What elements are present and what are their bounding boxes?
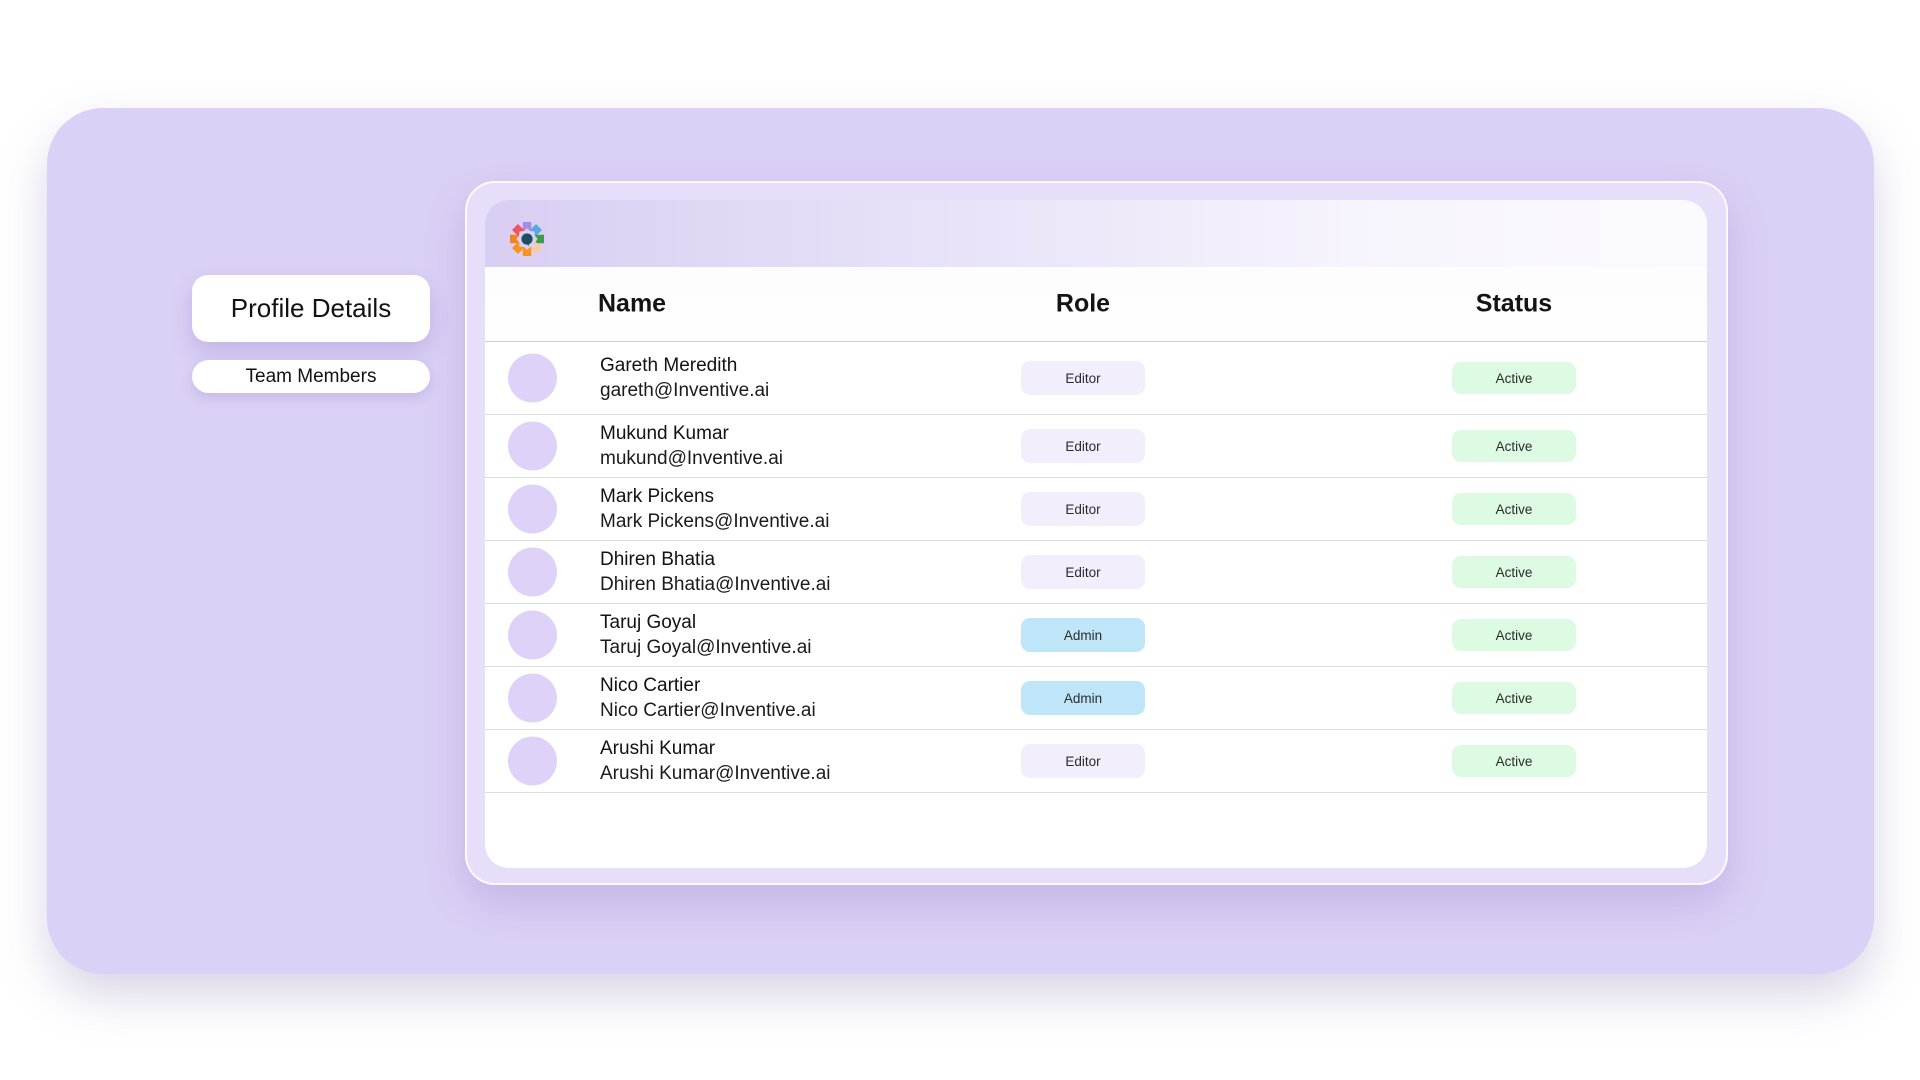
role-badge: Editor xyxy=(1021,555,1145,589)
member-info: Taruj Goyal Taruj Goyal@Inventive.ai xyxy=(600,610,812,660)
table-row[interactable]: Mark Pickens Mark Pickens@Inventive.ai E… xyxy=(485,478,1707,541)
member-email: Taruj Goyal@Inventive.ai xyxy=(600,637,812,658)
member-info: Nico Cartier Nico Cartier@Inventive.ai xyxy=(600,673,816,723)
profile-details-button[interactable]: Profile Details xyxy=(192,275,430,342)
table-body: Gareth Meredith gareth@Inventive.ai Edit… xyxy=(485,342,1707,793)
status-badge: Active xyxy=(1452,619,1576,651)
status-badge: Active xyxy=(1452,682,1576,714)
role-badge: Editor xyxy=(1021,361,1145,395)
member-name: Nico Cartier xyxy=(600,675,701,696)
column-header-status: Status xyxy=(1475,289,1553,318)
status-badge: Active xyxy=(1452,556,1576,588)
member-email: Nico Cartier@Inventive.ai xyxy=(600,700,816,721)
member-info: Gareth Meredith gareth@Inventive.ai xyxy=(600,353,769,403)
team-members-button[interactable]: Team Members xyxy=(192,360,430,393)
status-badge: Active xyxy=(1452,745,1576,777)
member-info: Mark Pickens Mark Pickens@Inventive.ai xyxy=(600,484,829,534)
role-badge: Admin xyxy=(1021,618,1145,652)
table-row[interactable]: Arushi Kumar Arushi Kumar@Inventive.ai E… xyxy=(485,730,1707,793)
avatar xyxy=(508,353,557,403)
member-email: mukund@Inventive.ai xyxy=(600,448,783,469)
role-badge: Editor xyxy=(1021,492,1145,526)
member-email: Dhiren Bhatia@Inventive.ai xyxy=(600,574,831,595)
pinwheel-balloon-logo-icon xyxy=(510,222,544,256)
member-email: gareth@Inventive.ai xyxy=(600,380,770,401)
role-badge: Editor xyxy=(1021,429,1145,463)
status-badge: Active xyxy=(1452,430,1576,462)
table-row[interactable]: Taruj Goyal Taruj Goyal@Inventive.ai Adm… xyxy=(485,604,1707,667)
member-name: Gareth Meredith xyxy=(600,355,738,376)
column-header-name: Name xyxy=(598,289,667,318)
member-name: Mukund Kumar xyxy=(600,423,729,444)
member-name: Mark Pickens xyxy=(600,486,715,507)
avatar xyxy=(508,547,557,597)
table-row[interactable]: Gareth Meredith gareth@Inventive.ai Edit… xyxy=(485,342,1707,415)
avatar xyxy=(508,673,557,723)
member-info: Dhiren Bhatia Dhiren Bhatia@Inventive.ai xyxy=(600,547,831,597)
table-header-row: Name Role Status xyxy=(485,267,1707,342)
member-name: Arushi Kumar xyxy=(600,738,716,759)
member-name: Dhiren Bhatia xyxy=(600,549,716,570)
member-info: Mukund Kumar mukund@Inventive.ai xyxy=(600,421,783,471)
member-info: Arushi Kumar Arushi Kumar@Inventive.ai xyxy=(600,736,831,786)
column-header-role: Role xyxy=(1055,289,1111,318)
avatar xyxy=(508,421,557,471)
role-badge: Editor xyxy=(1021,744,1145,778)
status-badge: Active xyxy=(1452,493,1576,525)
member-email: Arushi Kumar@Inventive.ai xyxy=(600,763,831,784)
member-email: Mark Pickens@Inventive.ai xyxy=(600,511,830,532)
panel-header-band xyxy=(485,200,1707,267)
table-row[interactable]: Dhiren Bhatia Dhiren Bhatia@Inventive.ai… xyxy=(485,541,1707,604)
table-row[interactable]: Mukund Kumar mukund@Inventive.ai Editor … xyxy=(485,415,1707,478)
avatar xyxy=(508,484,557,534)
status-badge: Active xyxy=(1452,362,1576,394)
table-row[interactable]: Nico Cartier Nico Cartier@Inventive.ai A… xyxy=(485,667,1707,730)
member-name: Taruj Goyal xyxy=(600,612,697,633)
avatar xyxy=(508,610,557,660)
role-badge: Admin xyxy=(1021,681,1145,715)
team-members-panel: Name Role Status Gareth Meredith gareth@… xyxy=(485,200,1707,868)
avatar xyxy=(508,736,557,786)
